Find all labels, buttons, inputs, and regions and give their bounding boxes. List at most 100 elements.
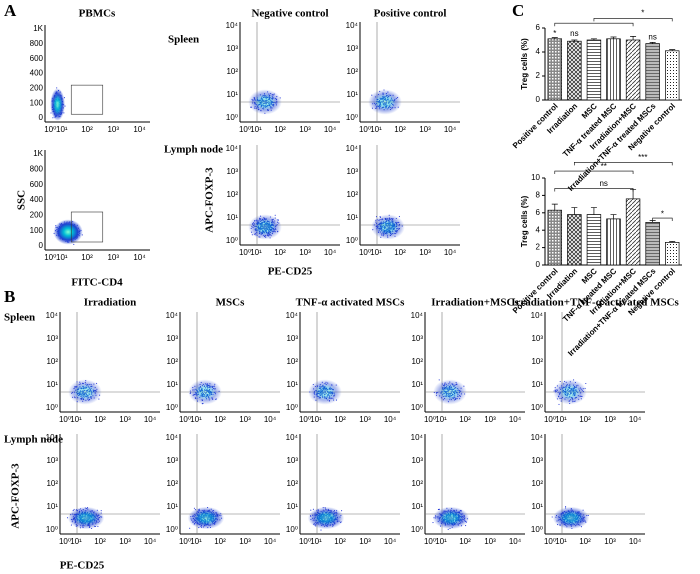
annotation: * — [553, 29, 556, 38]
x-tick-label: 10³ — [119, 537, 131, 546]
x-tick-label: 10¹ — [70, 537, 82, 546]
y-tick-label: 600 — [30, 54, 44, 63]
y-axis-label: Treg cells (%) — [520, 195, 529, 247]
event-dot — [313, 509, 314, 510]
x-tick-label: 10⁴ — [264, 537, 277, 546]
y-tick-label: 0 — [536, 260, 541, 269]
x-tick-label: 10⁴ — [444, 125, 457, 134]
y-tick-label: 2 — [536, 243, 541, 252]
y-tick-label: 10² — [226, 67, 238, 76]
y-tick-label: 10³ — [166, 334, 178, 343]
y-tick-label: 10² — [286, 479, 298, 488]
x-tick-label: 10² — [274, 248, 286, 257]
event-dot — [399, 216, 400, 217]
y-tick-label: 10⁴ — [226, 21, 239, 30]
y-tick-label: 6 — [536, 208, 541, 217]
y-tick-label: 10¹ — [411, 380, 423, 389]
x-tick-label: 10¹ — [250, 248, 262, 257]
y-tick-label: 10⁰ — [411, 525, 423, 534]
axis-label: SSC — [16, 190, 28, 210]
y-tick-label: 10² — [531, 479, 543, 488]
event-dot — [194, 508, 195, 509]
event-dot — [465, 525, 466, 526]
x-tick-label: 10² — [579, 537, 591, 546]
y-tick-label: 10¹ — [531, 380, 543, 389]
event-cloud — [68, 507, 104, 529]
error-bar — [552, 204, 558, 210]
x-tick-label: 10⁴ — [629, 415, 642, 424]
x-tick-label: 10⁴ — [324, 248, 337, 257]
x-tick-label: 10⁴ — [264, 415, 277, 424]
x-tick-label: 10³ — [107, 253, 119, 262]
y-tick-label: 10³ — [226, 167, 238, 176]
y-tick-label: 10³ — [531, 334, 543, 343]
event-cloud — [50, 88, 65, 121]
x-tick-label: 10³ — [604, 537, 616, 546]
error-bar — [630, 36, 636, 40]
event-cloud — [433, 507, 469, 529]
y-tick-label: 100 — [30, 226, 44, 235]
panel-label: C — [512, 1, 524, 20]
bar — [587, 40, 601, 100]
event-dot — [558, 404, 559, 405]
event-cloud — [371, 214, 405, 239]
event-cloud — [368, 89, 402, 114]
x-tick-label: 10⁴ — [144, 537, 157, 546]
x-tick-label: 10² — [94, 415, 106, 424]
x-tick-label: 10² — [214, 415, 226, 424]
annotation: * — [641, 9, 644, 18]
column-title: Irradiation — [84, 297, 137, 309]
x-tick-label: 10² — [459, 415, 471, 424]
axis-label: PE-CD25 — [60, 560, 105, 572]
panel-label: B — [4, 287, 15, 306]
event-cloud — [248, 214, 282, 239]
event-dot — [585, 383, 586, 384]
event-cloud — [68, 379, 102, 404]
bar — [548, 39, 562, 100]
y-tick-label: 10² — [346, 190, 358, 199]
x-tick-label: 10² — [81, 125, 93, 134]
y-tick-label: 10⁰ — [46, 403, 58, 412]
x-tick-label: 10⁰ — [44, 253, 56, 262]
y-tick-label: 10² — [346, 67, 358, 76]
x-tick-label: 10¹ — [555, 537, 567, 546]
x-tick-label: 10² — [579, 415, 591, 424]
event-dot — [189, 528, 190, 529]
x-tick-label: 10¹ — [310, 415, 322, 424]
event-cloud — [53, 219, 82, 244]
row-label: Spleen — [4, 312, 35, 324]
x-tick-label: 10¹ — [190, 415, 202, 424]
column-title: TNF-α activated MSCs — [296, 297, 406, 309]
y-tick-label: 400 — [30, 69, 44, 78]
row-label: Lymph node — [164, 144, 223, 156]
x-tick-label: 10⁴ — [509, 415, 522, 424]
plot-title: Negative control — [251, 8, 328, 20]
x-tick-label: 10³ — [359, 415, 371, 424]
x-tick-label: 10³ — [359, 537, 371, 546]
x-tick-label: 10³ — [604, 415, 616, 424]
y-tick-label: 200 — [30, 210, 44, 219]
x-tick-label: 10¹ — [56, 253, 68, 262]
y-tick-label: 10⁰ — [346, 236, 358, 245]
bar — [665, 242, 679, 265]
plot-title: Positive control — [374, 8, 447, 20]
column-title: MSCs — [216, 297, 245, 309]
y-tick-label: 10¹ — [166, 502, 178, 511]
y-tick-label: 10⁰ — [166, 525, 178, 534]
annotation: ns — [599, 179, 607, 188]
event-dot — [432, 522, 433, 523]
y-tick-label: 10¹ — [46, 380, 58, 389]
y-tick-label: 10⁰ — [226, 113, 238, 122]
y-tick-label: 10⁴ — [286, 311, 299, 320]
y-tick-label: 10⁰ — [286, 525, 298, 534]
y-tick-label: 10³ — [411, 334, 423, 343]
x-tick-label: 10² — [334, 415, 346, 424]
x-tick-label: 10² — [334, 537, 346, 546]
x-tick-label: 10² — [274, 125, 286, 134]
x-tick-label: 10² — [81, 253, 93, 262]
row-label: Spleen — [168, 34, 199, 46]
x-tick-label: 10² — [214, 537, 226, 546]
y-tick-label: 10⁴ — [411, 433, 424, 442]
x-tick-label: 10³ — [484, 415, 496, 424]
x-tick-label: 10³ — [239, 415, 251, 424]
